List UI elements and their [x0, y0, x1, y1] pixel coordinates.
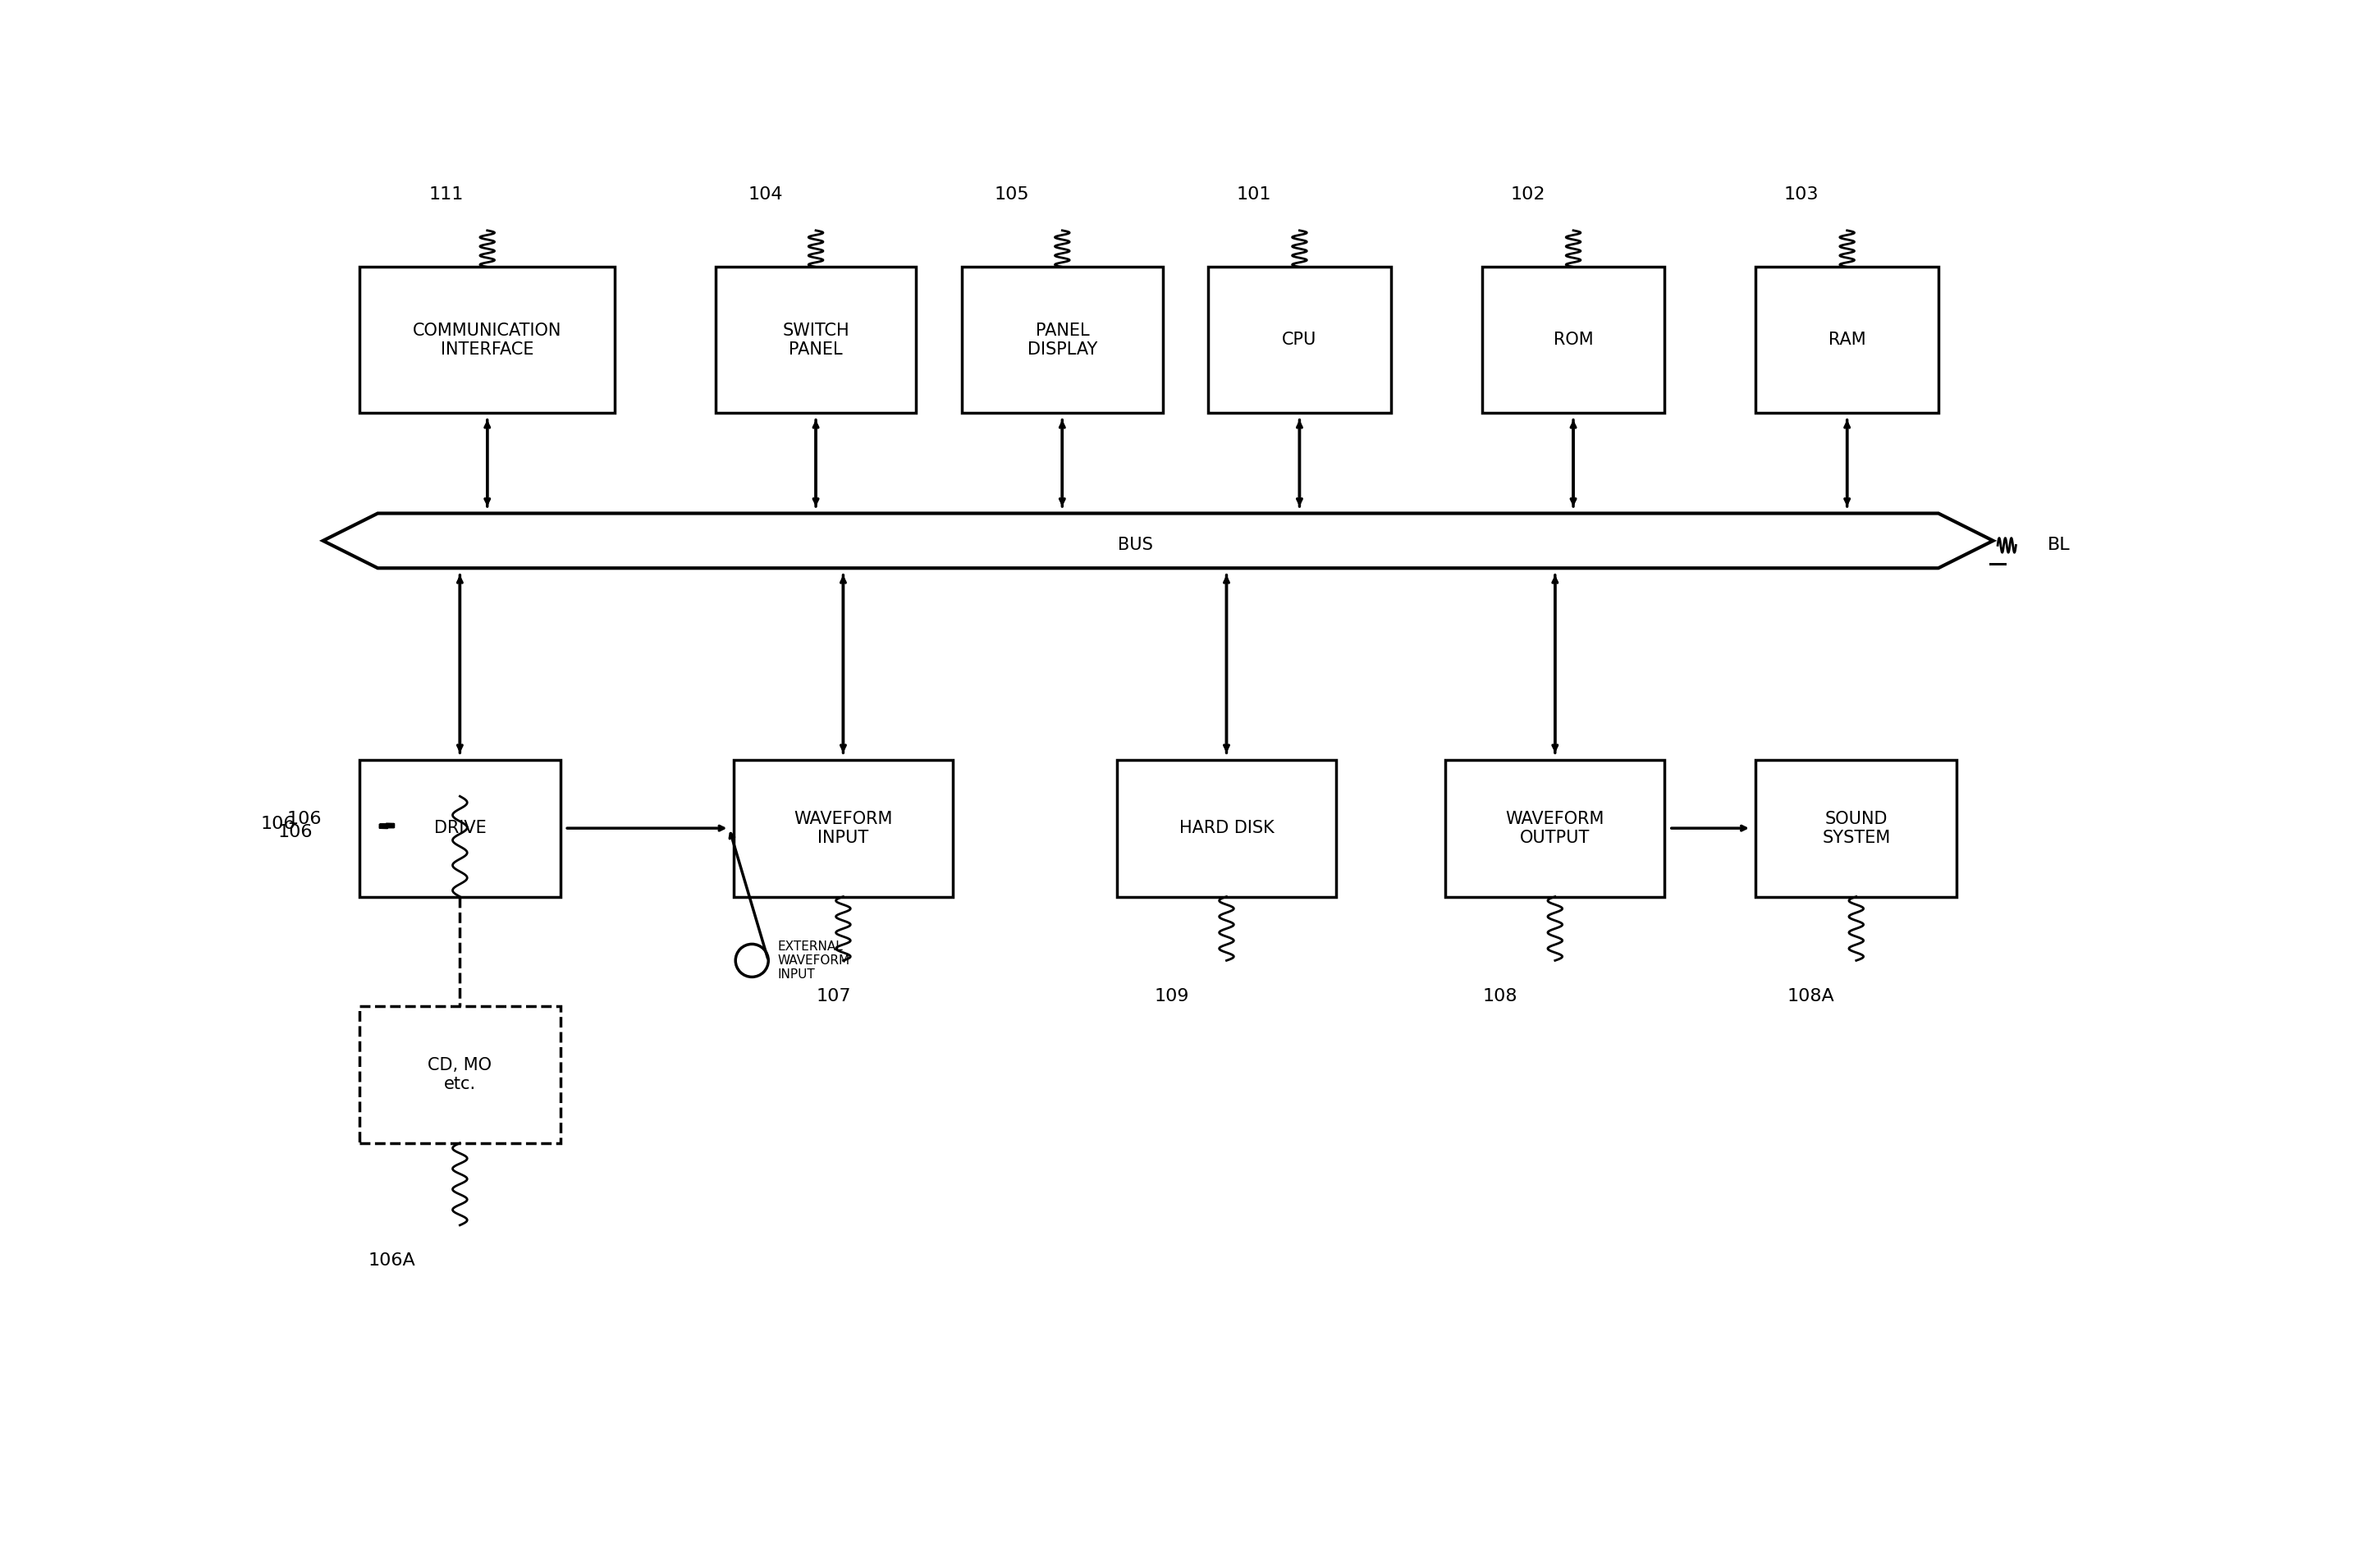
FancyBboxPatch shape: [359, 268, 614, 412]
Text: 106: 106: [262, 815, 295, 832]
Text: BL: BL: [2047, 537, 2071, 554]
Text: SOUND
SYSTEM: SOUND SYSTEM: [1823, 811, 1890, 846]
Polygon shape: [324, 513, 1992, 568]
Text: 103: 103: [1785, 187, 1818, 202]
FancyBboxPatch shape: [1756, 268, 1937, 412]
Text: 106A: 106A: [369, 1253, 414, 1270]
FancyBboxPatch shape: [359, 1007, 559, 1144]
Text: COMMUNICATION
INTERFACE: COMMUNICATION INTERFACE: [412, 322, 562, 358]
Text: 106: 106: [286, 811, 321, 828]
Circle shape: [735, 944, 769, 977]
FancyBboxPatch shape: [1445, 759, 1664, 896]
Text: PANEL
DISPLAY: PANEL DISPLAY: [1028, 322, 1097, 358]
Text: 108: 108: [1483, 988, 1518, 1004]
Text: BUS: BUS: [1119, 537, 1152, 554]
FancyBboxPatch shape: [1209, 268, 1390, 412]
Text: 108A: 108A: [1787, 988, 1835, 1004]
Text: CD, MO
etc.: CD, MO etc.: [428, 1057, 493, 1092]
Text: 104: 104: [747, 187, 783, 202]
Text: RAM: RAM: [1828, 331, 1866, 349]
Text: WAVEFORM
INPUT: WAVEFORM INPUT: [795, 811, 892, 846]
Text: 106: 106: [278, 823, 314, 840]
Text: ROM: ROM: [1554, 331, 1592, 349]
Text: 111: 111: [428, 187, 464, 202]
Text: DRIVE: DRIVE: [433, 820, 486, 837]
Text: 109: 109: [1154, 988, 1190, 1004]
Text: CPU: CPU: [1283, 331, 1316, 349]
Text: WAVEFORM
OUTPUT: WAVEFORM OUTPUT: [1507, 811, 1604, 846]
Text: 107: 107: [816, 988, 852, 1004]
FancyBboxPatch shape: [1756, 759, 1956, 896]
FancyBboxPatch shape: [716, 268, 916, 412]
FancyBboxPatch shape: [1116, 759, 1335, 896]
Text: 102: 102: [1511, 187, 1545, 202]
FancyBboxPatch shape: [733, 759, 952, 896]
FancyBboxPatch shape: [1483, 268, 1664, 412]
FancyBboxPatch shape: [962, 268, 1161, 412]
Text: EXTERNAL
WAVEFORM
INPUT: EXTERNAL WAVEFORM INPUT: [778, 940, 850, 980]
Text: HARD DISK: HARD DISK: [1178, 820, 1273, 837]
Text: SWITCH
PANEL: SWITCH PANEL: [783, 322, 850, 358]
FancyBboxPatch shape: [359, 759, 559, 896]
Text: 101: 101: [1238, 187, 1271, 202]
Text: 105: 105: [995, 187, 1031, 202]
